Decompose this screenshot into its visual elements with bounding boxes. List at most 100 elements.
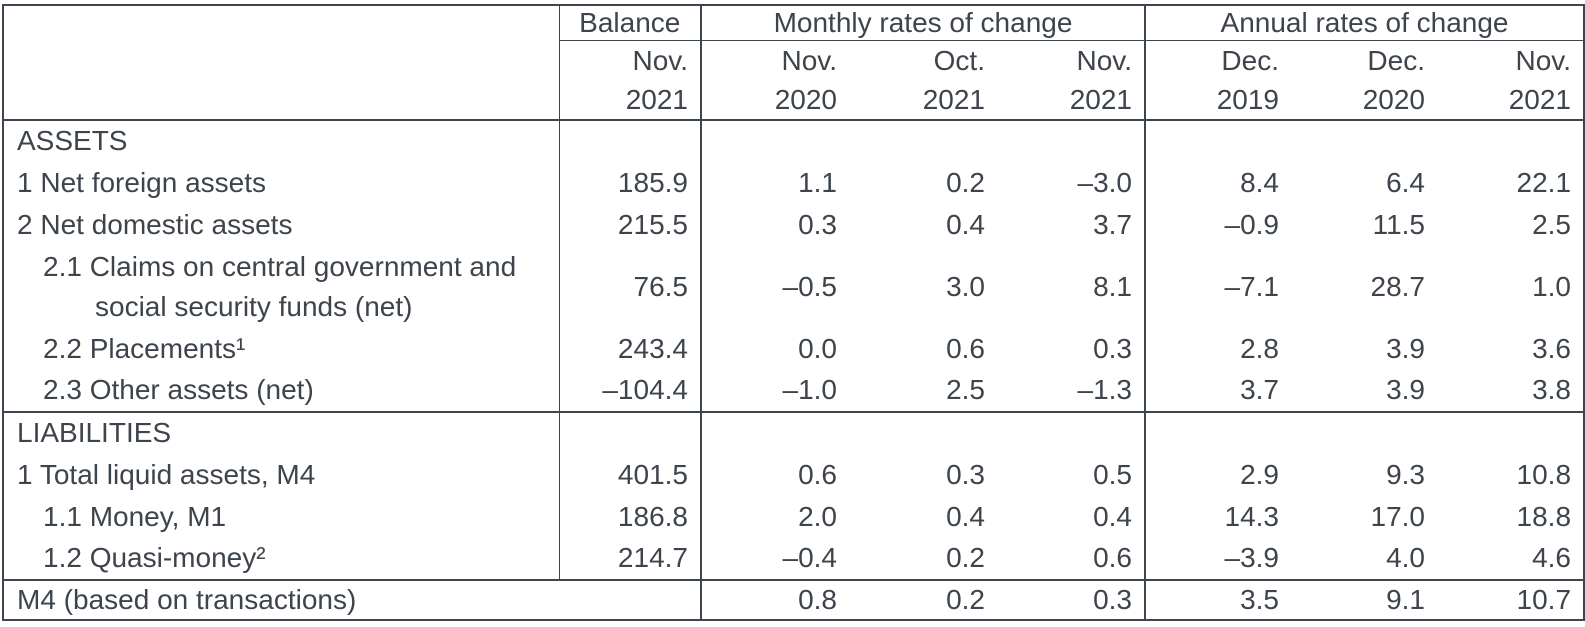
cell-value: 3.8 [1532, 374, 1572, 405]
cell-value: 9.1 [1291, 578, 1437, 620]
cell-value [558, 410, 701, 454]
section-label: ASSETS [17, 125, 128, 156]
table-row-net-domestic-assets: 2 Net domestic assets 215.5 0.3 0.4 3.7 … [3, 203, 1584, 246]
header-row-periods: Nov. 2021 Nov. 2020 Oct. 2021 Nov. 2021 … [3, 40, 1585, 121]
section-label: LIABILITIES [3, 410, 559, 454]
row-label: 1 Total liquid assets, M4 [17, 458, 316, 490]
column-header-year: 2021 [922, 83, 985, 115]
cell-value: –104.4 [558, 369, 701, 412]
cell-value: 9.3 [1386, 458, 1425, 490]
row-label: 1 Net foreign assets [17, 166, 267, 198]
cell-value: 3.9 [1386, 374, 1425, 405]
cell-value: 3.6 [1532, 332, 1572, 364]
table-row-placements: 2.2 Placements¹ 243.4 0.0 0.6 0.3 2.8 3.… [3, 327, 1584, 370]
cell-value: 22.1 [1516, 166, 1572, 198]
cell-value: 0.3 [700, 203, 849, 246]
cell-value: 0.0 [700, 327, 849, 370]
cell-value: 214.7 [558, 537, 701, 580]
column-group-balance: Balance [558, 5, 701, 41]
row-label: 2.1 Claims on central government and soc… [3, 246, 559, 328]
cell-value: 3.7 [1093, 208, 1132, 240]
cell-value [1291, 410, 1437, 454]
cell-value [1437, 120, 1584, 162]
column-group-monthly: Monthly rates of change [700, 5, 1145, 41]
table-row-quasi-money: 1.2 Quasi-money² 214.7 –0.4 0.2 0.6 –3.9… [3, 537, 1584, 580]
table-row-other-assets: 2.3 Other assets (net) –104.4 –1.0 2.5 –… [3, 369, 1584, 412]
cell-value: –3.0 [1077, 166, 1133, 198]
cell-value: 0.2 [946, 166, 985, 198]
cell-value: 0.2 [849, 578, 997, 620]
cell-value: 1.0 [1532, 270, 1572, 302]
column-header-year: 2020 [774, 83, 837, 115]
cell-value: 2.5 [1532, 208, 1572, 240]
table-row-m4-transactions: M4 (based on transactions) 0.8 0.2 0.3 3… [3, 578, 1585, 620]
column-group-annual: Annual rates of change [1143, 5, 1585, 41]
cell-value: 28.7 [1370, 270, 1426, 302]
cell-value: 0.6 [946, 332, 985, 364]
row-label: 2.3 Other assets (net) [43, 374, 314, 405]
column-header-year: 2021 [1069, 83, 1132, 115]
cell-value: 8.4 [1144, 161, 1291, 204]
cell-value [1291, 120, 1437, 162]
column-header-year: 2019 [1216, 83, 1279, 115]
row-label-line1: 2.1 Claims on central government and [43, 250, 517, 282]
table-row-claims-central-government: 2.1 Claims on central government and soc… [3, 245, 1584, 328]
cell-value [849, 410, 997, 454]
cell-value: 1.1 [700, 161, 849, 204]
cell-value [1144, 119, 1291, 162]
table-row-assets-section: ASSETS [3, 119, 1584, 162]
cell-value: 0.2 [946, 542, 985, 573]
cell-value [558, 119, 701, 162]
cell-value: 76.5 [558, 245, 701, 328]
column-header-monthly-oct-2021: Oct. 2021 [849, 40, 997, 121]
cell-value: 0.4 [1093, 500, 1132, 532]
cell-value: 4.0 [1386, 542, 1425, 573]
cell-value: 6.4 [1386, 166, 1425, 198]
column-header-month: Nov. [632, 44, 689, 76]
column-header-month: Nov. [781, 44, 838, 76]
cell-value: 0.4 [946, 500, 985, 532]
cell-value: 18.8 [1516, 500, 1572, 532]
cell-value [1437, 410, 1585, 454]
cell-value: 186.8 [558, 495, 701, 538]
cell-value: 3.0 [946, 270, 985, 302]
cell-value: 2.8 [1144, 327, 1291, 370]
column-header-year: 2021 [1508, 83, 1572, 115]
cell-value [700, 410, 849, 454]
row-label-line2: social security funds (net) [95, 290, 413, 322]
cell-value: –1.0 [700, 369, 849, 412]
header-row-groups: Balance Monthly rates of change Annual r… [3, 5, 1585, 121]
cell-value: 2.9 [1144, 453, 1291, 496]
cell-value: 0.3 [946, 458, 985, 490]
column-header-monthly-nov-2021: Nov. 2021 [997, 40, 1145, 121]
cell-value: 0.3 [1093, 332, 1132, 364]
column-header-year: 2020 [1362, 83, 1425, 115]
table-row-liabilities-section: LIABILITIES [3, 410, 1585, 454]
column-header-month: Dec. [1367, 44, 1425, 76]
cell-value: –7.1 [1144, 245, 1291, 328]
cell-value [997, 410, 1145, 454]
cell-value: 185.9 [558, 161, 701, 204]
monetary-statistics-table: Balance Monthly rates of change Annual r… [2, 4, 1585, 621]
cell-value [1144, 410, 1291, 454]
column-header-annual-dec-2020: Dec. 2020 [1291, 40, 1437, 121]
cell-value: 0.8 [700, 578, 849, 620]
cell-value: 0.6 [1093, 542, 1132, 573]
column-header-month: Dec. [1221, 44, 1279, 76]
cell-value: 4.6 [1532, 542, 1572, 573]
row-label: M4 (based on transactions) [3, 578, 701, 620]
cell-value: 3.7 [1144, 369, 1291, 412]
cell-value: 215.5 [558, 203, 701, 246]
column-header-year: 2021 [625, 83, 688, 115]
cell-value [849, 120, 997, 162]
cell-value: –1.3 [1077, 374, 1133, 405]
cell-value: 0.6 [700, 453, 849, 496]
column-header-month: Nov. [1515, 44, 1572, 76]
cell-value: –0.4 [700, 537, 849, 580]
cell-value: 11.5 [1372, 208, 1425, 240]
corner-cell [3, 5, 559, 121]
table-row-net-foreign-assets: 1 Net foreign assets 185.9 1.1 0.2 –3.0 … [3, 161, 1584, 204]
cell-value: 2.0 [700, 495, 849, 538]
cell-value: 10.8 [1516, 458, 1572, 490]
column-header-month: Nov. [1076, 44, 1133, 76]
